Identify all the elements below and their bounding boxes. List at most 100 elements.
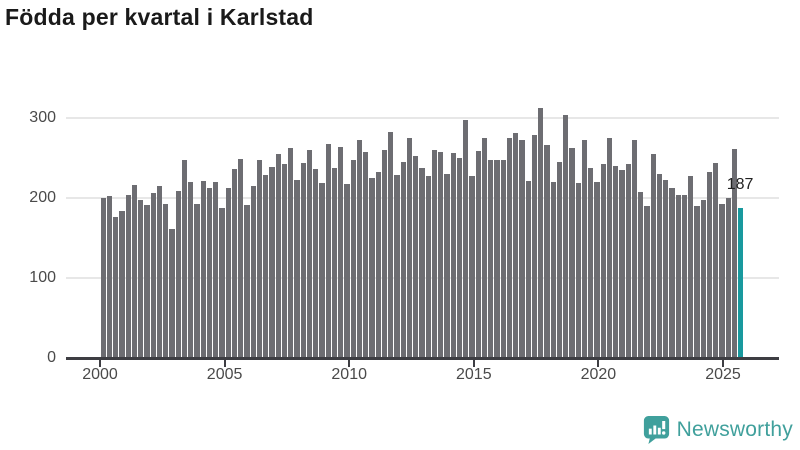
bar <box>406 138 413 358</box>
bar <box>156 186 163 358</box>
bar <box>713 162 719 358</box>
bar <box>275 154 281 358</box>
bar <box>256 159 263 358</box>
bar <box>113 217 119 358</box>
bar <box>306 150 313 358</box>
bar <box>188 182 194 358</box>
newsworthy-logo: Newsworthy <box>643 415 793 445</box>
bar <box>400 162 406 358</box>
bar <box>356 140 363 358</box>
bar <box>488 159 494 358</box>
bar <box>563 114 569 358</box>
bar <box>381 150 388 358</box>
bar <box>700 199 706 358</box>
bar <box>706 171 713 358</box>
bar <box>144 205 150 358</box>
bar <box>344 184 350 358</box>
x-axis-line <box>66 357 779 360</box>
y-axis-tick-label: 100 <box>29 269 56 286</box>
y-axis-tick-label: 300 <box>29 109 56 126</box>
bar <box>575 182 581 358</box>
x-axis-tick-label: 2005 <box>206 366 243 383</box>
bar <box>263 174 269 358</box>
bar <box>294 180 300 358</box>
bar <box>538 107 544 358</box>
x-axis-tick <box>223 360 226 367</box>
bar <box>656 174 663 358</box>
bar <box>438 151 444 358</box>
bar <box>613 166 619 358</box>
bar <box>663 179 669 358</box>
bar <box>288 147 294 358</box>
bar <box>719 203 725 358</box>
x-axis-tick-label: 2010 <box>331 366 367 383</box>
bar <box>394 174 400 358</box>
bar <box>556 162 563 358</box>
bar <box>206 187 213 358</box>
bar <box>138 200 144 358</box>
bar <box>338 146 344 358</box>
bar <box>638 191 644 358</box>
bar <box>325 144 331 358</box>
x-axis-tick-label: 2025 <box>705 366 741 383</box>
bar <box>581 139 588 358</box>
bar <box>463 119 469 358</box>
bar <box>319 182 325 358</box>
bar <box>331 168 338 358</box>
bar <box>469 175 475 358</box>
x-axis-tick <box>722 360 724 367</box>
bar <box>119 210 125 358</box>
bar <box>450 153 456 358</box>
bar <box>244 205 250 358</box>
bar <box>444 174 450 358</box>
bar-chart-speech-bubble-icon <box>643 416 669 444</box>
bar <box>644 206 650 358</box>
bar <box>269 166 275 358</box>
x-axis-tick <box>99 360 101 367</box>
gridline-300 <box>66 117 779 119</box>
x-axis-tick <box>597 360 600 367</box>
bar <box>200 181 206 358</box>
bar <box>550 182 556 358</box>
bar <box>131 185 138 358</box>
bar <box>100 198 106 358</box>
bar <box>725 198 731 358</box>
bar <box>588 168 594 358</box>
bar <box>250 186 256 358</box>
bar <box>106 196 113 358</box>
bar <box>625 163 631 358</box>
bar <box>419 167 425 358</box>
bar <box>219 207 225 358</box>
chart-title: Födda per kvartal i Karlstad <box>5 4 314 30</box>
bar <box>694 206 700 358</box>
y-axis-tick-label: 0 <box>47 349 56 366</box>
bar <box>281 164 288 358</box>
bar <box>494 159 500 358</box>
bar <box>181 159 188 358</box>
bar <box>600 164 606 358</box>
x-axis-tick-label: 2015 <box>456 366 492 383</box>
bar <box>569 147 575 358</box>
bar <box>525 181 531 358</box>
bar <box>506 138 513 358</box>
bar <box>606 138 613 358</box>
bar <box>481 138 488 358</box>
bar <box>500 159 506 358</box>
bar <box>150 193 156 358</box>
bar-highlight-latest <box>738 208 744 358</box>
bar <box>231 169 238 358</box>
bar <box>681 194 688 358</box>
x-axis-tick-label: 2000 <box>82 366 118 383</box>
bar <box>213 182 219 358</box>
bar <box>194 203 200 358</box>
bar <box>456 158 463 358</box>
x-axis-tick <box>348 360 351 367</box>
bar <box>413 156 419 358</box>
bar <box>369 178 375 358</box>
bar <box>363 152 369 358</box>
y-axis-tick-label: 200 <box>29 189 56 206</box>
bar <box>125 194 131 358</box>
x-axis-tick <box>472 360 475 367</box>
bar <box>425 175 431 358</box>
bar <box>313 169 319 358</box>
